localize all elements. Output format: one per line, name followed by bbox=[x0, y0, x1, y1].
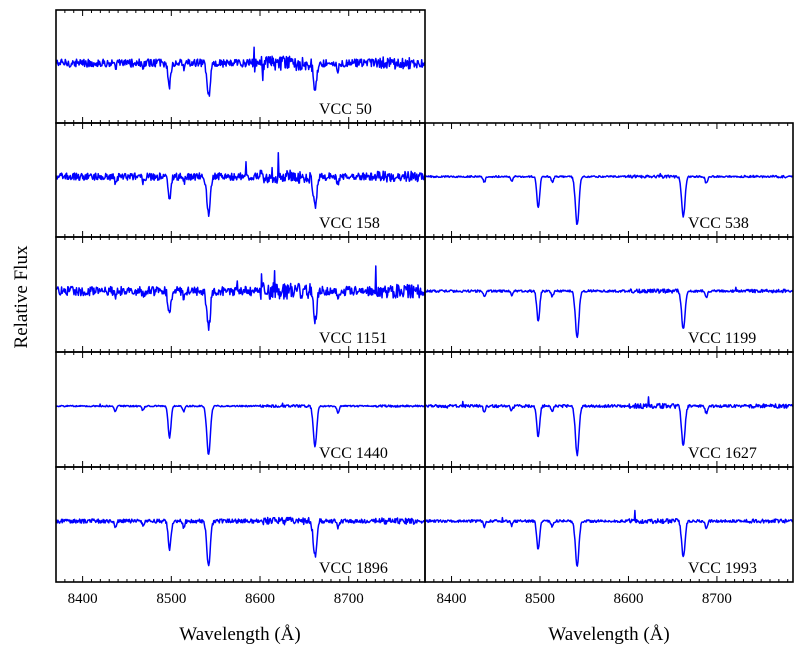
x-tick-label: 8700 bbox=[702, 591, 732, 607]
panel-label: VCC 1627 bbox=[688, 445, 757, 462]
spectrum-panel: VCC 1993 bbox=[424, 466, 794, 583]
panel-label: VCC 1896 bbox=[319, 560, 388, 577]
spectrum-line bbox=[55, 402, 425, 455]
spectrum-panel: VCC 50 bbox=[55, 9, 426, 124]
spectrum-line bbox=[424, 286, 794, 339]
spectrum-panel: VCC 1151 bbox=[55, 236, 426, 353]
x-tick-label: 8500 bbox=[156, 591, 186, 607]
panel-frame bbox=[424, 466, 794, 583]
spectrum-panel: VCC 538 bbox=[424, 122, 794, 238]
panel-label: VCC 1151 bbox=[319, 330, 387, 347]
panel-label: VCC 50 bbox=[319, 101, 372, 118]
spectrum-panel: VCC 1896 bbox=[55, 466, 426, 583]
x-tick-label: 8400 bbox=[437, 591, 467, 607]
x-tick-label: 8700 bbox=[334, 591, 364, 607]
y-axis-label: Relative Flux bbox=[11, 245, 32, 348]
x-axis-label-right: Wavelength (Å) bbox=[548, 624, 669, 645]
panel-label: VCC 538 bbox=[688, 215, 749, 232]
x-tick-label: 8400 bbox=[68, 591, 98, 607]
spectrum-line bbox=[55, 265, 426, 331]
spectrum-line bbox=[424, 509, 793, 567]
panel-label: VCC 1993 bbox=[688, 560, 757, 577]
spectrum-panel: VCC 1440 bbox=[55, 351, 426, 468]
spectrum-line bbox=[55, 516, 426, 567]
spectrum-panel: VCC 1199 bbox=[424, 236, 794, 353]
spectrum-panel: VCC 1627 bbox=[424, 351, 794, 468]
x-tick-label: 8600 bbox=[613, 591, 643, 607]
x-tick-label: 8500 bbox=[525, 591, 555, 607]
spectrum-line bbox=[424, 172, 794, 225]
panel-label: VCC 1199 bbox=[688, 330, 756, 347]
spectrum-line bbox=[55, 151, 426, 218]
panel-label: VCC 1440 bbox=[319, 445, 388, 462]
x-tick-label: 8600 bbox=[245, 591, 275, 607]
spectrum-line bbox=[55, 46, 426, 97]
panel-label: VCC 158 bbox=[319, 215, 380, 232]
spectrum-panel: VCC 158 bbox=[55, 122, 426, 238]
spectrum-line bbox=[424, 396, 794, 457]
x-axis-label-left: Wavelength (Å) bbox=[179, 624, 300, 645]
spectra-panels: VCC 50 VCC 158 VCC 538 VCC 1151 VCC 1199 VCC … bbox=[55, 9, 794, 607]
